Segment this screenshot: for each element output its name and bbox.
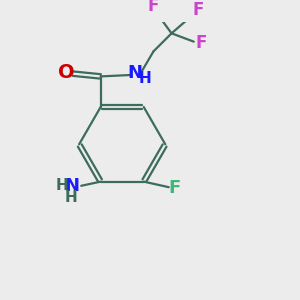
Text: N: N [127,64,142,82]
Text: H: H [65,190,78,205]
Text: F: F [195,34,206,52]
Text: N: N [64,177,79,195]
Text: F: F [147,0,159,15]
Text: H: H [56,178,68,193]
Text: O: O [58,63,74,82]
Text: F: F [193,1,204,19]
Text: H: H [139,71,152,86]
Text: F: F [169,179,181,197]
